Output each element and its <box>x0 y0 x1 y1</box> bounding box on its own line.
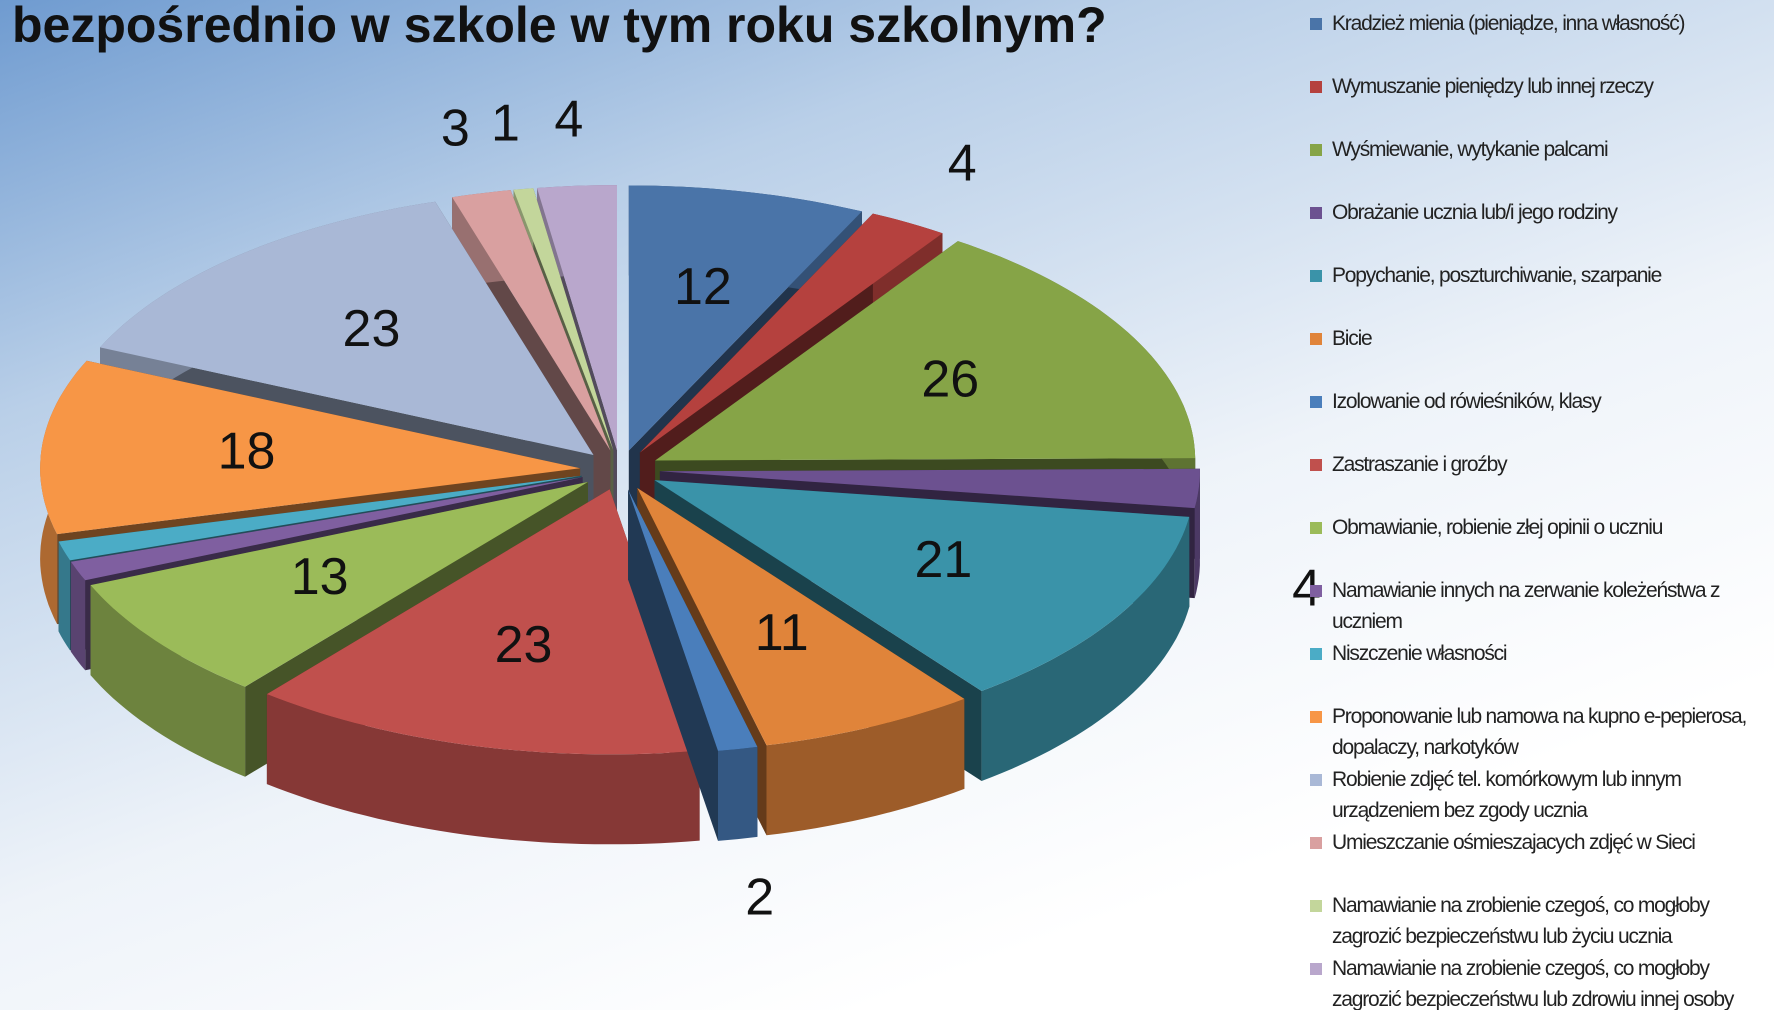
slice-top <box>452 190 611 451</box>
slice-top <box>628 489 758 751</box>
legend-item: Obmawianie, robienie złej opinii o uczni… <box>1310 512 1770 575</box>
data-label: 2 <box>745 869 774 927</box>
legend-swatch <box>1310 837 1322 849</box>
legend-label: Umieszczanie ośmieszajacych zdjęć w Siec… <box>1332 831 1696 854</box>
slice-side <box>766 698 965 836</box>
legend-item: Proponowanie lub namowa na kupno e-pepie… <box>1310 701 1770 764</box>
legend-item: Umieszczanie ośmieszajacych zdjęć w Siec… <box>1310 827 1770 890</box>
data-label: 3 <box>441 100 470 158</box>
legend-label: Popychanie, poszturchiwanie, szarpanie <box>1332 264 1662 287</box>
legend-label: Bicie <box>1332 327 1373 350</box>
legend-swatch <box>1310 900 1322 912</box>
slice-side <box>718 746 758 841</box>
slice-top <box>58 475 582 561</box>
slice-side <box>70 561 86 671</box>
legend-label: Izolowanie od rówieśników, klasy <box>1332 390 1602 413</box>
slice-top <box>655 241 1196 461</box>
data-label: 4 <box>948 134 977 192</box>
legend-item: Niszczenie własności <box>1310 638 1770 701</box>
legend-swatch <box>1310 774 1322 786</box>
slice-top <box>70 477 583 581</box>
legend-swatch <box>1310 333 1322 345</box>
data-label: 23 <box>343 300 401 358</box>
legend-swatch <box>1310 396 1322 408</box>
slice-side <box>981 516 1190 781</box>
legend-swatch <box>1310 459 1322 471</box>
slice-top <box>513 188 614 451</box>
slice-top <box>100 201 594 455</box>
slice-top <box>40 360 581 535</box>
legend-item: Robienie zdjęć tel. komórkowym lub innym… <box>1310 764 1770 827</box>
slice-top <box>637 488 965 746</box>
legend-label: Namawianie na zrobienie czegoś, co mogło… <box>1332 957 1734 1010</box>
slice <box>628 489 758 841</box>
slice-side <box>90 585 246 777</box>
slice-top <box>659 468 1200 509</box>
data-label: 4 <box>554 91 583 149</box>
data-label: 11 <box>755 604 809 662</box>
legend-item: Bicie <box>1310 323 1770 386</box>
legend-swatch <box>1310 585 1322 597</box>
legend-item: Kradzież mienia (pieniądze, inna własnoś… <box>1310 8 1770 71</box>
data-label: 1 <box>491 94 520 152</box>
slice-top <box>266 489 700 755</box>
slice-side <box>266 694 700 845</box>
legend-label: Wymuszanie pieniędzy lub innej rzeczy <box>1332 75 1654 98</box>
legend-label: Robienie zdjęć tel. komórkowym lub innym… <box>1332 768 1682 822</box>
legend: Kradzież mienia (pieniądze, inna własnoś… <box>1310 8 1770 1010</box>
slice-top <box>639 213 943 453</box>
legend-item: Namawianie innych na zerwanie koleżeństw… <box>1310 575 1770 638</box>
slice-side <box>1194 468 1200 599</box>
legend-swatch <box>1310 18 1322 30</box>
data-label: 26 <box>921 351 979 409</box>
chart-title: bezpośrednio w szkole w tym roku szkolny… <box>12 0 1107 53</box>
legend-label: Proponowanie lub namowa na kupno e-pepie… <box>1332 705 1747 759</box>
legend-label: Zastraszanie i groźby <box>1332 453 1508 476</box>
legend-label: Kradzież mienia (pieniądze, inna własnoś… <box>1332 12 1686 35</box>
legend-swatch <box>1310 144 1322 156</box>
legend-label: Namawianie innych na zerwanie koleżeństw… <box>1332 579 1720 633</box>
legend-item: Wyśmiewanie, wytykanie palcami <box>1310 134 1770 197</box>
legend-swatch <box>1310 207 1322 219</box>
data-label: 13 <box>291 548 349 606</box>
slice-top <box>537 185 617 451</box>
legend-swatch <box>1310 81 1322 93</box>
data-label: 21 <box>914 531 972 589</box>
legend-swatch <box>1310 270 1322 282</box>
slice-wall <box>628 489 718 841</box>
legend-item: Popychanie, poszturchiwanie, szarpanie <box>1310 260 1770 323</box>
legend-swatch <box>1310 711 1322 723</box>
legend-swatch <box>1310 648 1322 660</box>
data-label: 18 <box>218 422 276 480</box>
legend-label: Wyśmiewanie, wytykanie palcami <box>1332 138 1609 161</box>
data-label: 12 <box>674 258 732 316</box>
legend-swatch <box>1310 522 1322 534</box>
slice-top <box>90 482 588 687</box>
legend-swatch <box>1310 963 1322 975</box>
data-label: 23 <box>495 616 553 674</box>
legend-label: Obmawianie, robienie złej opinii o uczni… <box>1332 516 1663 539</box>
legend-item: Izolowanie od rówieśników, klasy <box>1310 386 1770 449</box>
legend-item: Zastraszanie i groźby <box>1310 449 1770 512</box>
slice-top <box>628 185 862 451</box>
slice-top <box>654 480 1190 691</box>
legend-label: Namawianie na zrobienie czegoś, co mogło… <box>1332 894 1710 948</box>
legend-item: Obrażanie ucznia lub/i jego rodziny <box>1310 197 1770 260</box>
legend-item: Namawianie na zrobienie czegoś, co mogło… <box>1310 890 1770 953</box>
legend-label: Niszczenie własności <box>1332 642 1508 665</box>
legend-item: Wymuszanie pieniędzy lub innej rzeczy <box>1310 71 1770 134</box>
legend-label: Obrażanie ucznia lub/i jego rodziny <box>1332 201 1618 224</box>
legend-item: Namawianie na zrobienie czegoś, co mogło… <box>1310 953 1770 1010</box>
slice-side <box>58 541 70 651</box>
